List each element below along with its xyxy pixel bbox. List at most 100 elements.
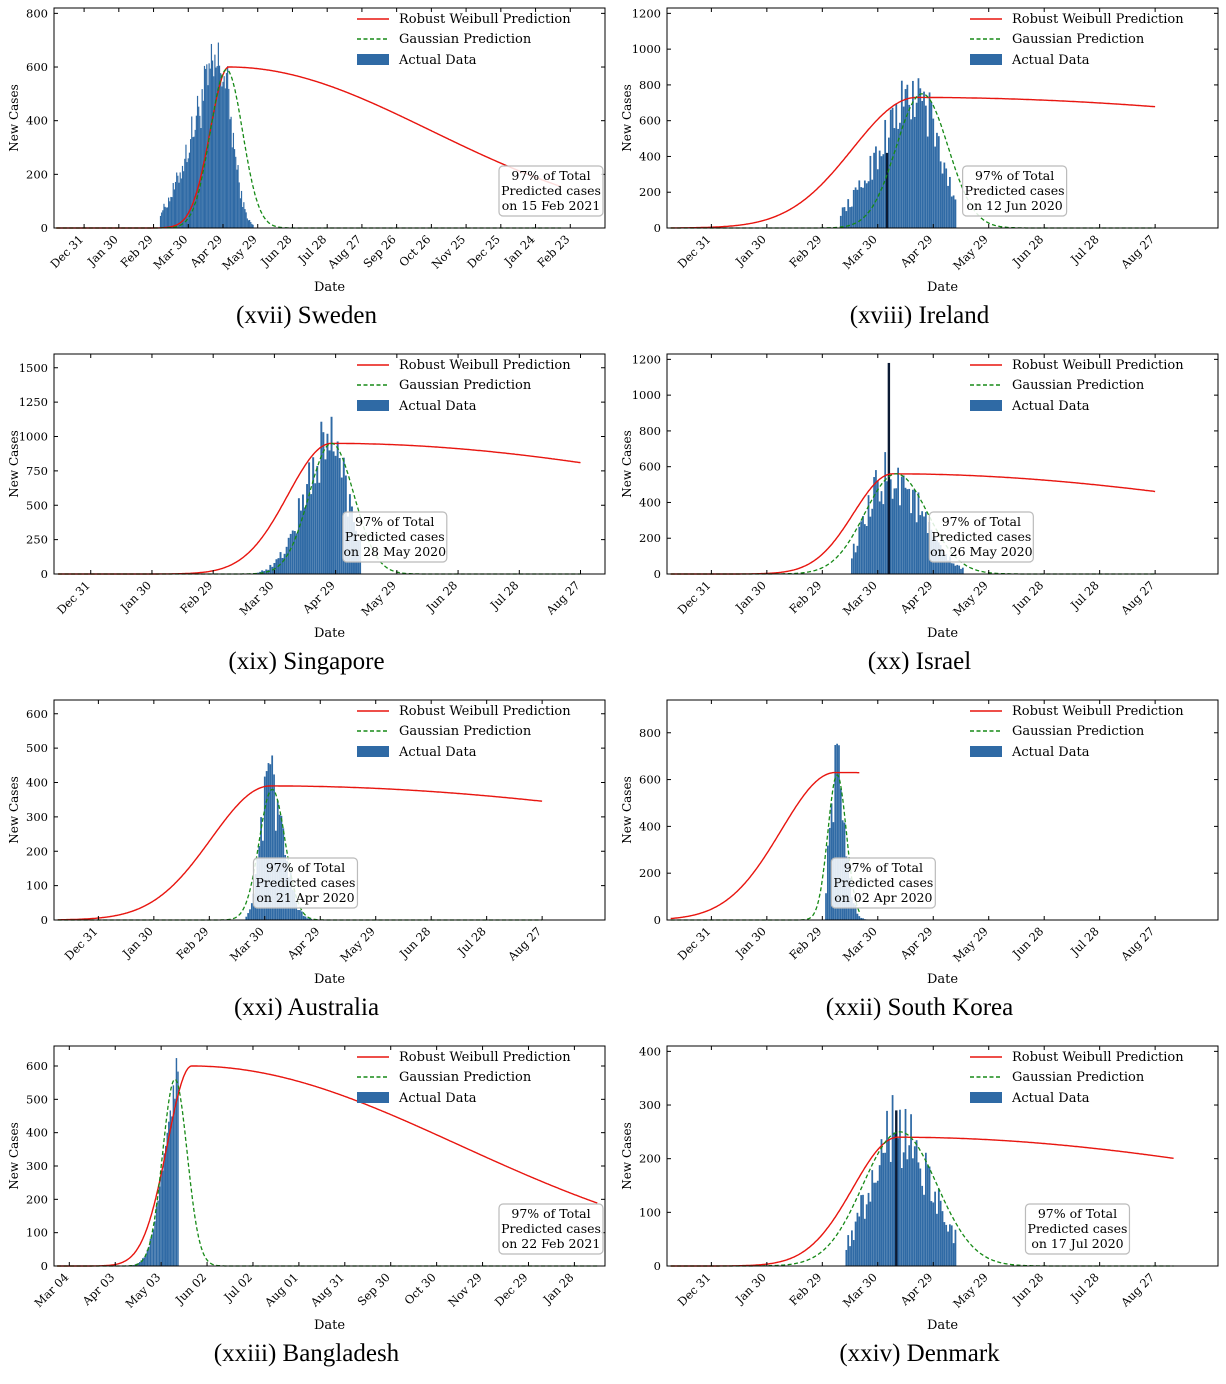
data-bar bbox=[882, 154, 885, 228]
legend-weibull-label: Robust Weibull Prediction bbox=[399, 12, 571, 27]
annotation-box bbox=[962, 165, 1068, 217]
y-tick-label: 1200 bbox=[632, 352, 661, 366]
data-bar bbox=[155, 1206, 158, 1266]
data-bar-spike bbox=[887, 362, 891, 574]
x-tick-label: Dec 29 bbox=[492, 1270, 531, 1309]
caption-south-korea: (xxii) South Korea bbox=[825, 994, 1014, 1021]
data-bar bbox=[151, 1234, 153, 1266]
data-bar bbox=[330, 416, 333, 574]
data-bar bbox=[949, 176, 951, 228]
weibull-series-line bbox=[57, 1065, 598, 1267]
data-bar bbox=[924, 105, 927, 228]
annotation-line1: 97% of Total bbox=[942, 514, 1021, 529]
data-bar bbox=[243, 202, 245, 228]
data-bar bbox=[265, 771, 268, 920]
data-bar bbox=[936, 132, 938, 228]
data-bar bbox=[888, 1138, 890, 1266]
y-tick-label: 300 bbox=[26, 1159, 48, 1173]
data-bar bbox=[269, 764, 272, 920]
x-tick-label: Jun 28 bbox=[1009, 1270, 1046, 1307]
data-bar bbox=[299, 910, 301, 920]
data-bar bbox=[902, 1152, 905, 1266]
data-bar bbox=[886, 481, 888, 574]
data-bar bbox=[232, 132, 235, 228]
data-bar bbox=[297, 498, 300, 574]
x-tick-label: Jan 30 bbox=[732, 232, 769, 269]
data-bar bbox=[954, 565, 957, 574]
data-bar bbox=[249, 219, 251, 228]
annotation-date: on 12 Jun 2020 bbox=[966, 198, 1062, 213]
x-axis-title: Date bbox=[927, 1318, 958, 1333]
x-tick-label: Mar 30 bbox=[840, 1270, 880, 1310]
data-bar bbox=[937, 136, 940, 228]
chart-bangladesh: 0 100 200 300 400 500 600 Mar 04 Apr 03 May 03 Jun… bbox=[7, 1045, 606, 1333]
data-bar bbox=[306, 918, 309, 920]
data-bar bbox=[889, 109, 892, 228]
y-tick-label: 800 bbox=[26, 6, 48, 20]
data-bar bbox=[873, 1182, 875, 1266]
y-tick-label: 200 bbox=[639, 1152, 661, 1166]
data-bar bbox=[336, 441, 339, 574]
data-bar bbox=[897, 467, 900, 574]
x-tick-label: Mar 30 bbox=[151, 232, 191, 272]
annotation-line1: 97% of Total bbox=[355, 514, 434, 529]
data-bar bbox=[891, 107, 894, 228]
data-bar bbox=[223, 76, 225, 228]
data-bar bbox=[878, 1165, 881, 1266]
x-tick-label: Dec 31 bbox=[675, 1270, 714, 1309]
data-bar bbox=[293, 531, 296, 574]
x-tick-label: Jul 28 bbox=[1067, 924, 1102, 959]
x-tick-label: Feb 29 bbox=[786, 1270, 824, 1308]
data-bar bbox=[945, 1224, 948, 1266]
data-bar bbox=[919, 1168, 922, 1266]
plot-frame bbox=[53, 353, 606, 575]
legend-weibull-label: Robust Weibull Prediction bbox=[399, 358, 571, 373]
x-tick-label: Jul 28 bbox=[1067, 1270, 1102, 1305]
data-bar bbox=[952, 1243, 955, 1266]
x-tick-label: Mar 30 bbox=[227, 924, 267, 964]
data-bar bbox=[310, 494, 313, 574]
data-bar bbox=[237, 165, 239, 228]
x-tick-label: Aug 27 bbox=[1117, 578, 1157, 618]
x-tick-label: Jul 02 bbox=[220, 1270, 255, 1305]
data-bar bbox=[932, 1202, 935, 1266]
annotation-line2: Predicted cases bbox=[256, 875, 356, 890]
y-tick-label: 600 bbox=[639, 773, 661, 787]
data-bar bbox=[175, 1058, 178, 1266]
data-bar bbox=[919, 88, 922, 228]
panel-bangladesh: 0 100 200 300 400 500 600 Mar 04 Apr 03 May 03 Jun… bbox=[0, 1038, 613, 1384]
data-bar bbox=[179, 172, 181, 228]
data-bar bbox=[322, 432, 325, 574]
data-bar bbox=[283, 553, 286, 574]
annotation-date: on 17 Jul 2020 bbox=[1031, 1236, 1123, 1251]
plot-frame bbox=[666, 699, 1219, 921]
data-bar bbox=[884, 119, 887, 228]
data-bar bbox=[939, 161, 942, 228]
data-bar bbox=[169, 201, 171, 228]
x-tick-label: May 29 bbox=[337, 924, 378, 965]
y-axis-title: New Cases bbox=[7, 776, 21, 843]
x-tick-label: Apr 29 bbox=[187, 232, 226, 271]
y-axis-title: New Cases bbox=[620, 84, 634, 151]
legend-gaussian-label: Gaussian Prediction bbox=[1012, 1070, 1145, 1085]
data-bar bbox=[302, 915, 305, 920]
data-bar bbox=[926, 533, 929, 574]
annotation-date: on 15 Feb 2021 bbox=[502, 198, 601, 213]
data-bar bbox=[871, 179, 874, 228]
data-bar bbox=[183, 171, 185, 228]
data-bar bbox=[921, 100, 924, 228]
data-bar bbox=[238, 182, 240, 228]
data-bar bbox=[187, 158, 189, 228]
data-bar bbox=[862, 187, 864, 228]
x-axis-title: Date bbox=[314, 280, 345, 295]
x-tick-label: Aug 27 bbox=[1117, 1270, 1157, 1310]
data-bar bbox=[220, 73, 222, 229]
legend-weibull-label: Robust Weibull Prediction bbox=[1012, 704, 1184, 719]
data-bar bbox=[231, 147, 233, 228]
caption-bangladesh: (xxiii) Bangladesh bbox=[213, 1340, 400, 1367]
data-bar bbox=[162, 210, 164, 228]
legend-gaussian-label: Gaussian Prediction bbox=[399, 1070, 532, 1085]
x-axis-title: Date bbox=[927, 626, 958, 641]
data-bar bbox=[244, 209, 246, 228]
data-bar bbox=[310, 918, 312, 920]
